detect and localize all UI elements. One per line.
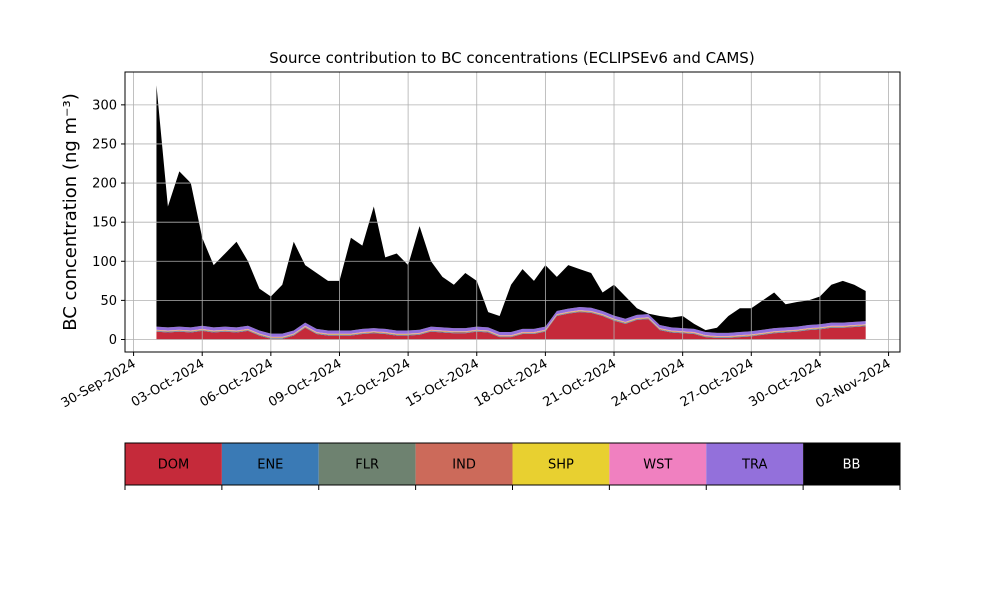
legend-label: TRA bbox=[741, 458, 767, 473]
legend-swatch bbox=[609, 443, 707, 485]
x-tick-label: 27-Oct-2024 bbox=[678, 356, 756, 410]
chart-title: Source contribution to BC concentrations… bbox=[269, 49, 754, 67]
legend-swatch bbox=[318, 443, 416, 485]
y-tick-label: 300 bbox=[92, 98, 117, 113]
area bbox=[156, 307, 866, 337]
x-tick-label: 09-Oct-2024 bbox=[266, 356, 344, 410]
x-tick-label: 02-Nov-2024 bbox=[813, 356, 893, 411]
x-tick-label: 24-Oct-2024 bbox=[609, 356, 687, 410]
plot-frame bbox=[124, 71, 901, 353]
y-tick-label: 0 bbox=[109, 333, 117, 348]
legend-label: WST bbox=[643, 458, 672, 473]
legend-label: FLR bbox=[355, 458, 379, 473]
areas bbox=[156, 85, 866, 340]
legend-label: IND bbox=[452, 458, 476, 473]
legend-swatch bbox=[221, 443, 319, 485]
legend: DOM ENE FLR IND SHP WST TRA BB bbox=[124, 442, 901, 490]
x-tick-label: 30-Oct-2024 bbox=[747, 356, 825, 410]
x-tick-label: 15-Oct-2024 bbox=[403, 356, 481, 410]
y-tick-label: 50 bbox=[100, 294, 117, 309]
legend-swatch bbox=[512, 443, 610, 485]
area bbox=[156, 85, 866, 334]
legend-frame bbox=[124, 442, 901, 486]
legend-label: BB bbox=[843, 458, 861, 473]
y-axis-label: BC concentration (ng m⁻³) bbox=[60, 93, 81, 331]
y-tick-label: 100 bbox=[92, 255, 117, 270]
legend-label: ENE bbox=[257, 458, 283, 473]
x-tick-label: 21-Oct-2024 bbox=[541, 356, 619, 410]
y-tick-label: 200 bbox=[92, 177, 117, 192]
x-tick-label: 03-Oct-2024 bbox=[129, 356, 207, 410]
y-tick-label: 250 bbox=[92, 137, 117, 152]
legend-swatch bbox=[415, 443, 513, 485]
legend-swatch bbox=[803, 443, 900, 485]
legend-swatch bbox=[125, 443, 222, 485]
x-tick-label: 06-Oct-2024 bbox=[197, 356, 275, 410]
area bbox=[156, 312, 866, 340]
x-tick-label: 18-Oct-2024 bbox=[472, 356, 550, 410]
x-tick-label: 12-Oct-2024 bbox=[335, 356, 413, 410]
x-tick-label: 30-Sep-2024 bbox=[59, 356, 139, 411]
legend-label: SHP bbox=[548, 458, 574, 473]
legend-swatch bbox=[706, 443, 804, 485]
y-tick-label: 150 bbox=[92, 216, 117, 231]
legend-label: DOM bbox=[158, 458, 189, 473]
